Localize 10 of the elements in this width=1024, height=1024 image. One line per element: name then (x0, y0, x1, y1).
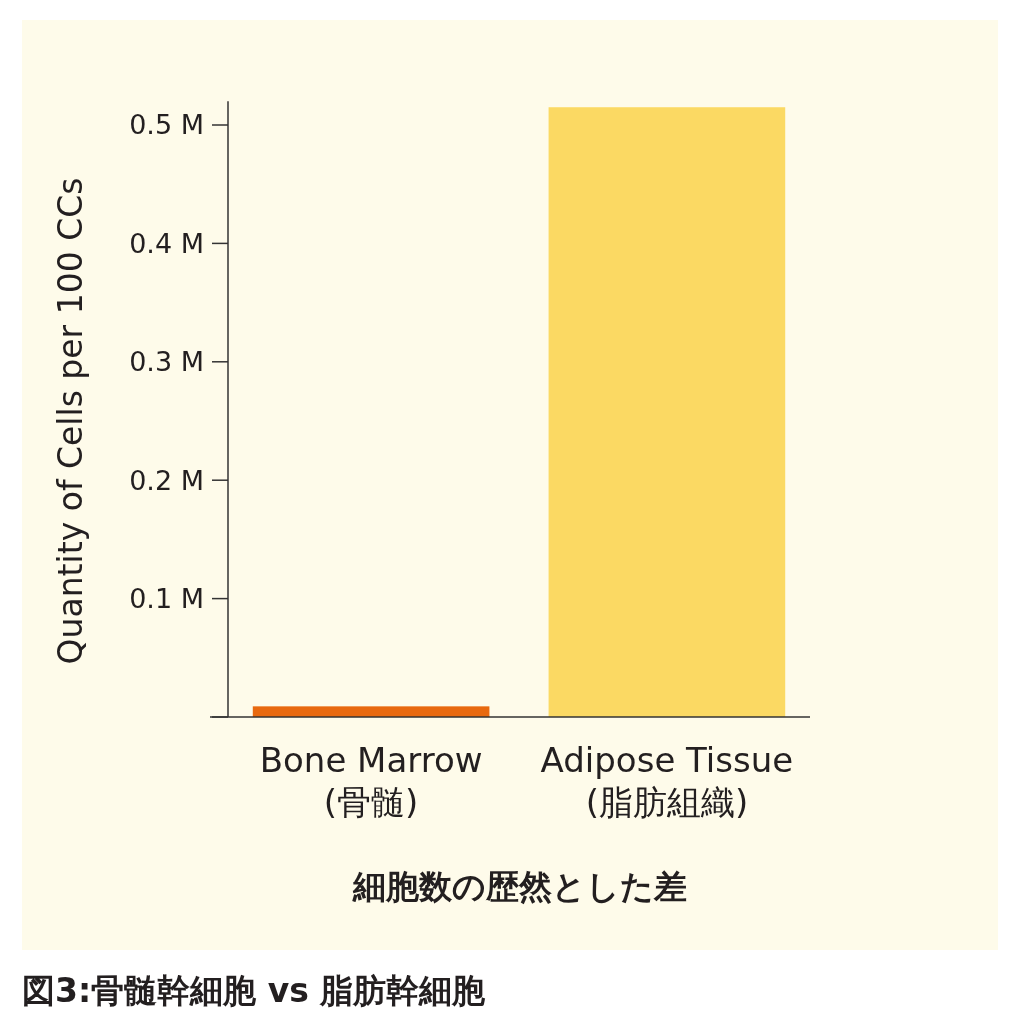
x-tick-label: Adipose Tissue (脂肪組織) (540, 740, 794, 822)
x-axis-title: 細胞数の歴然とした差 (352, 867, 687, 906)
x-tick-label: Bone Marrow (骨髄) (259, 740, 483, 822)
y-tick-label: 0.5 M (129, 109, 204, 141)
caption: 図3:骨髄幹細胞 vs 脂肪幹細胞 (22, 971, 487, 1010)
y-tick-label: 0.3 M (129, 346, 204, 378)
y-axis-title: Quantity of Cells per 100 CCs (51, 177, 90, 665)
y-tick-label: 0.1 M (129, 583, 204, 615)
y-tick-label: 0.2 M (129, 464, 204, 496)
y-tick-label: 0.4 M (129, 227, 204, 259)
